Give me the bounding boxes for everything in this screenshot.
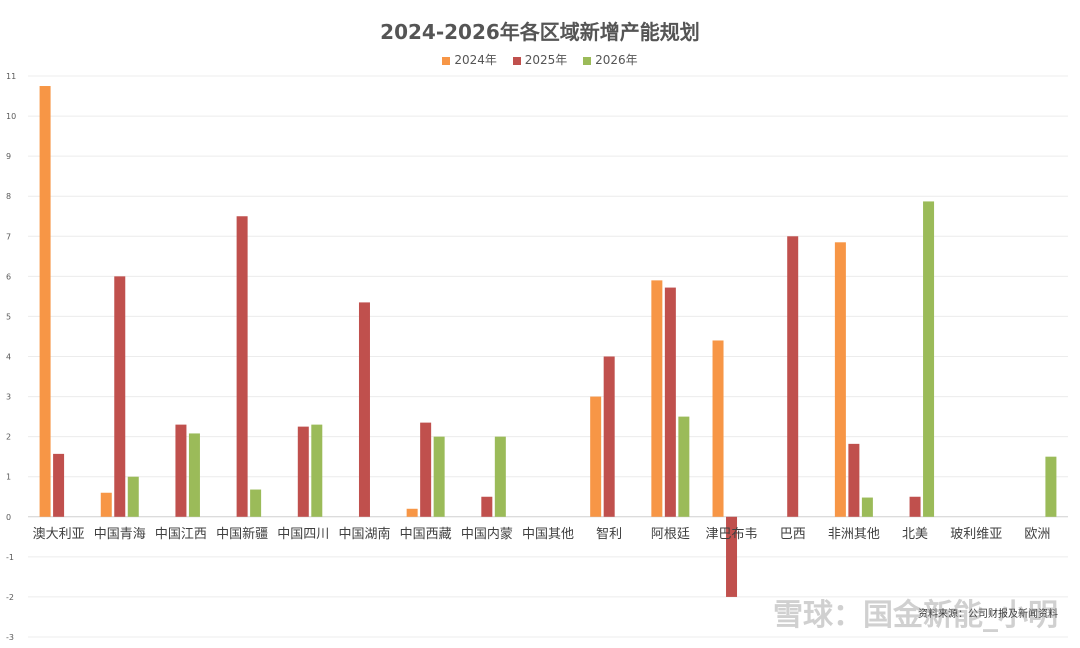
bar bbox=[726, 516, 738, 597]
y-tick-label: 6 bbox=[6, 272, 11, 281]
bar bbox=[664, 287, 676, 517]
y-tick-label: 11 bbox=[6, 72, 16, 81]
bar bbox=[114, 276, 126, 517]
legend-item-2024: 2024年 bbox=[442, 51, 497, 68]
x-tick-label: 中国湖南 bbox=[338, 526, 390, 542]
watermark: 雪球：国金新能_小明 bbox=[773, 598, 1058, 633]
y-tick-label: 2 bbox=[6, 433, 11, 442]
x-tick-label: 中国内蒙 bbox=[461, 526, 513, 542]
bar bbox=[297, 426, 309, 517]
bar bbox=[923, 201, 935, 517]
bar bbox=[834, 242, 846, 517]
bar bbox=[787, 236, 799, 517]
y-tick-label: 7 bbox=[6, 232, 11, 241]
x-tick-label: 智利 bbox=[596, 527, 622, 542]
y-tick-label: 8 bbox=[6, 192, 11, 201]
bar bbox=[53, 453, 65, 517]
bar bbox=[712, 340, 724, 517]
legend-swatch-2024 bbox=[442, 56, 451, 65]
legend-item-2025: 2025年 bbox=[512, 51, 568, 68]
legend-label-2024: 2024年 bbox=[454, 53, 497, 67]
bar bbox=[603, 356, 615, 517]
x-tick-label: 非洲其他 bbox=[828, 527, 880, 542]
x-tick-label: 津巴布韦 bbox=[706, 527, 758, 542]
bar bbox=[100, 492, 112, 517]
bar bbox=[406, 508, 418, 517]
legend-swatch-2026 bbox=[583, 56, 592, 65]
x-tick-label: 中国新疆 bbox=[216, 526, 268, 542]
legend-label-2026: 2026年 bbox=[595, 53, 638, 67]
chart-title: 2024-2026年各区域新增产能规划 bbox=[380, 20, 700, 44]
legend-item-2026: 2026年 bbox=[583, 51, 638, 68]
x-tick-label: 阿根廷 bbox=[651, 527, 690, 542]
y-tick-label: 0 bbox=[6, 513, 11, 522]
chart-legend: 2024年 2025年 2026年 bbox=[0, 51, 1080, 68]
bar bbox=[909, 496, 921, 517]
legend-label-2025: 2025年 bbox=[524, 53, 568, 67]
bar bbox=[175, 424, 187, 517]
bar bbox=[590, 396, 602, 517]
x-tick-label: 中国四川 bbox=[277, 527, 329, 542]
bar bbox=[861, 497, 873, 517]
x-tick-label: 中国西藏 bbox=[400, 527, 452, 542]
bar bbox=[127, 476, 139, 517]
bar bbox=[848, 443, 860, 517]
bar bbox=[494, 436, 506, 517]
x-tick-label: 中国江西 bbox=[155, 527, 207, 542]
y-tick-label: 4 bbox=[6, 353, 11, 362]
bar bbox=[250, 489, 262, 517]
bar bbox=[420, 422, 432, 517]
bar bbox=[358, 302, 370, 517]
x-tick-label: 中国青海 bbox=[94, 527, 146, 542]
bar bbox=[1045, 456, 1057, 517]
y-tick-label: -1 bbox=[6, 553, 14, 562]
x-tick-label: 澳大利亚 bbox=[33, 526, 85, 542]
bar bbox=[651, 280, 663, 517]
legend-swatch-2025 bbox=[512, 56, 521, 65]
x-tick-label: 北美 bbox=[902, 527, 928, 542]
bar bbox=[311, 424, 323, 517]
bar bbox=[188, 433, 200, 517]
x-tick-label: 巴西 bbox=[780, 527, 806, 542]
y-tick-label: 3 bbox=[6, 393, 11, 402]
bar bbox=[678, 416, 690, 517]
y-tick-label: 10 bbox=[6, 112, 16, 121]
bar bbox=[236, 216, 248, 517]
x-tick-label: 中国其他 bbox=[522, 527, 574, 542]
y-tick-label: -2 bbox=[6, 593, 14, 602]
source-note: 资料来源：公司财报及新闻资料 bbox=[918, 609, 1058, 620]
bar bbox=[39, 86, 51, 517]
y-tick-label: 1 bbox=[6, 473, 11, 482]
x-tick-label: 玻利维亚 bbox=[950, 527, 1002, 542]
y-tick-label: 9 bbox=[6, 152, 11, 161]
y-tick-label: 5 bbox=[6, 312, 11, 321]
x-tick-label: 欧洲 bbox=[1024, 527, 1050, 542]
bar bbox=[433, 436, 445, 517]
bar bbox=[481, 496, 493, 517]
y-tick-label: -3 bbox=[6, 633, 14, 642]
